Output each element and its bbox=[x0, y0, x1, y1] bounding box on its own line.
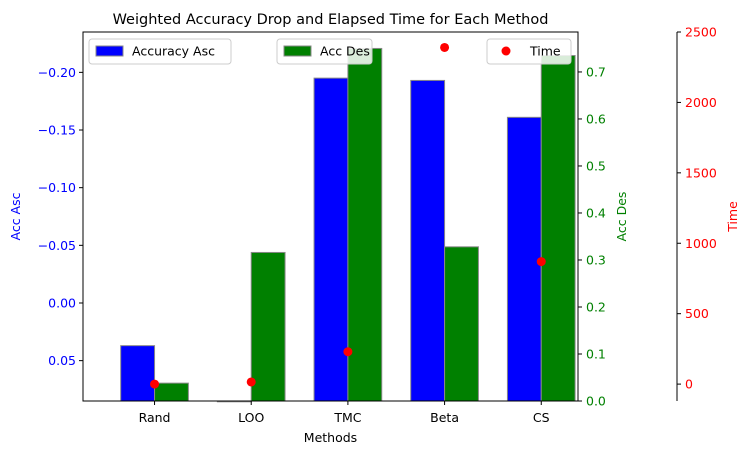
legend-acc-des bbox=[276, 38, 373, 65]
x-tick-label-cs: CS bbox=[533, 410, 550, 425]
legend-label-acc-des: Acc Des bbox=[320, 44, 370, 59]
right-tick-label: 0.3 bbox=[586, 252, 606, 267]
right-tick-label: 0.7 bbox=[586, 64, 606, 79]
legend-swatch-time bbox=[501, 46, 511, 56]
left-tick-label: −0.20 bbox=[38, 65, 76, 80]
time-tick-label: 500 bbox=[685, 306, 709, 321]
time-tick-label: 0 bbox=[685, 377, 693, 392]
point-time-beta bbox=[440, 42, 450, 52]
bar-acc-asc-rand bbox=[120, 345, 156, 402]
bar-acc-des-cs bbox=[540, 55, 576, 402]
point-time-loo bbox=[246, 377, 256, 387]
x-axis-label: Methods bbox=[304, 430, 357, 445]
legend-acc-asc bbox=[88, 38, 232, 65]
right-tick-label: 0.5 bbox=[586, 158, 606, 173]
time-axis-label: Time bbox=[725, 201, 740, 233]
legend-label-acc-asc: Accuracy Asc bbox=[132, 44, 215, 59]
bar-acc-asc-tmc bbox=[313, 77, 349, 402]
x-tick-label-beta: Beta bbox=[430, 410, 459, 425]
left-tick-label: −0.05 bbox=[38, 238, 76, 253]
legend-swatch-acc-asc bbox=[95, 45, 124, 57]
time-tick-label: 1000 bbox=[685, 236, 717, 251]
right-tick-label: 0.4 bbox=[586, 205, 606, 220]
x-tick-label-tmc: TMC bbox=[333, 410, 361, 425]
point-time-rand bbox=[150, 379, 160, 389]
left-tick-label: −0.10 bbox=[38, 180, 76, 195]
point-time-cs bbox=[536, 257, 546, 267]
left-tick-label: 0.00 bbox=[48, 295, 76, 310]
x-tick-label-rand: Rand bbox=[139, 410, 171, 425]
bar-acc-des-loo bbox=[250, 251, 286, 402]
right-tick-label: 0.6 bbox=[586, 111, 606, 126]
point-time-tmc bbox=[343, 347, 353, 357]
bar-acc-asc-cs bbox=[506, 116, 542, 402]
plot-frame bbox=[82, 31, 579, 402]
left-axis-label: Acc Asc bbox=[8, 192, 23, 240]
legend-label-time: Time bbox=[529, 44, 561, 59]
time-tick-label: 2500 bbox=[685, 25, 717, 40]
x-tick-label-loo: LOO bbox=[238, 410, 264, 425]
left-tick-label: 0.05 bbox=[48, 353, 76, 368]
bar-acc-asc-beta bbox=[410, 79, 446, 402]
bar-acc-des-rand bbox=[154, 382, 189, 402]
legend-swatch-acc-des bbox=[283, 45, 312, 57]
chart-title: Weighted Accuracy Drop and Elapsed Time … bbox=[113, 12, 549, 28]
right-tick-label: 0.1 bbox=[586, 346, 606, 361]
right-axis-label: Acc Des bbox=[614, 192, 629, 242]
bar-acc-des-beta bbox=[444, 246, 479, 402]
time-tick-label: 2000 bbox=[685, 95, 717, 110]
time-tick-label: 1500 bbox=[685, 165, 717, 180]
bar-acc-des-tmc bbox=[347, 47, 383, 402]
right-tick-label: 0.2 bbox=[586, 299, 606, 314]
legend-time bbox=[486, 38, 572, 65]
right-tick-label: 0.0 bbox=[586, 394, 606, 409]
left-tick-label: −0.15 bbox=[38, 123, 76, 138]
